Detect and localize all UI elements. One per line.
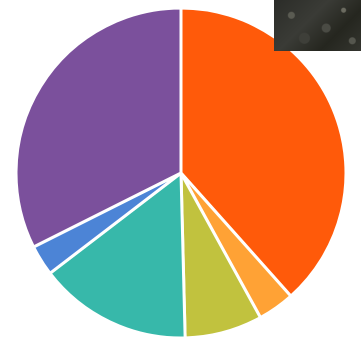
pie-slice-1 — [179, 6, 348, 298]
pie-slice-4 — [48, 171, 187, 337]
pie-slice-6 — [14, 6, 183, 249]
photo-thumbnail-icon — [274, 0, 361, 51]
pie-slice-3 — [179, 171, 262, 337]
